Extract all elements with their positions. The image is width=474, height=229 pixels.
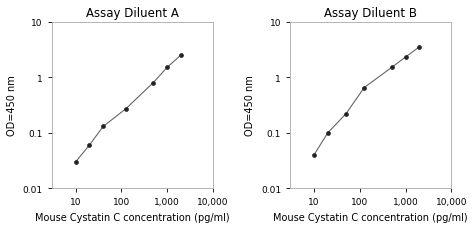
Title: Assay Diluent B: Assay Diluent B: [324, 7, 417, 20]
Y-axis label: OD=450 nm: OD=450 nm: [7, 75, 17, 136]
X-axis label: Mouse Cystatin C concentration (pg/ml): Mouse Cystatin C concentration (pg/ml): [273, 212, 468, 222]
X-axis label: Mouse Cystatin C concentration (pg/ml): Mouse Cystatin C concentration (pg/ml): [35, 212, 229, 222]
Title: Assay Diluent A: Assay Diluent A: [86, 7, 179, 20]
Y-axis label: OD=450 nm: OD=450 nm: [246, 75, 255, 136]
